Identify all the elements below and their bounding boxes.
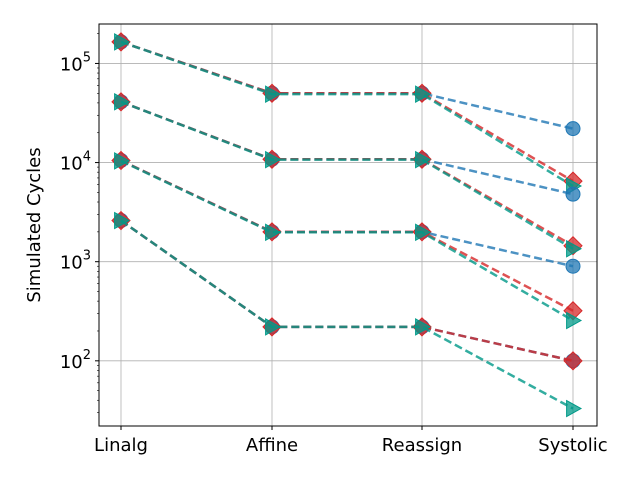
series-path <box>120 40 574 183</box>
marker-triangle <box>415 318 432 336</box>
y-tick-label: 102 <box>60 348 91 373</box>
series-path <box>120 219 574 363</box>
marker-diamond <box>563 351 583 371</box>
series-line <box>114 92 583 258</box>
series-line <box>111 92 583 256</box>
series-line <box>114 211 583 418</box>
series-path <box>120 219 574 363</box>
marker-triangle <box>265 318 282 336</box>
marker-circle <box>565 186 581 202</box>
marker-circle <box>565 258 581 274</box>
x-tick-label: Systolic <box>538 435 607 456</box>
series-layer <box>111 32 583 418</box>
x-tick-label: Linalg <box>94 435 148 456</box>
series-path <box>120 159 574 268</box>
marker-triangle <box>415 223 432 242</box>
marker-triangle <box>265 223 282 242</box>
marker-triangle <box>114 33 131 51</box>
marker-triangle <box>415 85 432 104</box>
marker-triangle <box>114 152 131 170</box>
series-path <box>120 219 574 410</box>
series-path <box>120 100 574 196</box>
plot-frame <box>98 23 598 427</box>
grid-layer <box>99 24 597 426</box>
series-path <box>120 40 574 188</box>
series-path <box>120 100 574 250</box>
marker-triangle <box>415 150 432 169</box>
x-tick-label: Reassign <box>382 435 462 456</box>
y-axis-label: Simulated Cycles <box>24 147 45 302</box>
series-line <box>111 32 583 191</box>
y-tick-label: 105 <box>60 50 91 75</box>
marker-triangle <box>566 399 583 418</box>
ticks-layer: Linalg Affine Reassign Systolic 102 103 104 105 <box>60 33 608 456</box>
marker-triangle <box>265 85 282 104</box>
series-line <box>114 33 583 195</box>
series-line <box>113 213 581 369</box>
series-line <box>111 150 583 321</box>
marker-triangle <box>566 311 583 330</box>
y-tick-label: 104 <box>60 150 91 175</box>
series-line <box>111 210 583 371</box>
y-tick-label: 103 <box>60 249 91 274</box>
series-path <box>120 159 574 312</box>
series-path <box>120 40 574 130</box>
marker-triangle <box>114 92 131 111</box>
series-line <box>114 152 583 330</box>
series-line <box>113 34 581 137</box>
marker-triangle <box>566 239 583 258</box>
series-line <box>113 152 581 274</box>
series-path <box>120 159 574 322</box>
series-path <box>120 100 574 247</box>
marker-triangle <box>114 211 131 230</box>
marker-circle <box>565 121 581 137</box>
marker-triangle <box>265 150 282 169</box>
x-tick-label: Affine <box>246 435 298 456</box>
